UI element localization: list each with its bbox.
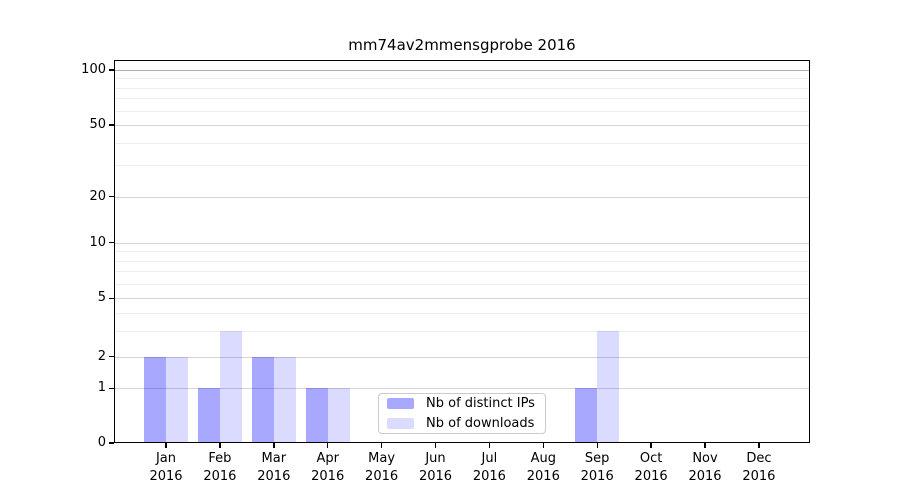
y-tick	[109, 195, 114, 198]
x-tick	[273, 443, 275, 448]
major-gridline	[114, 388, 810, 390]
legend-swatch-distinct-ips	[387, 398, 414, 409]
x-tick-label-sep: Sep 2016	[580, 451, 614, 484]
x-tick	[165, 443, 167, 448]
major-gridline	[114, 242, 810, 244]
y-tick	[109, 241, 114, 244]
minor-gridline	[114, 271, 810, 273]
y-tick	[109, 69, 114, 71]
major-gridline	[114, 70, 810, 71]
x-tick	[434, 443, 437, 448]
x-tick	[704, 443, 706, 448]
x-tick-label-mar: Mar 2016	[257, 451, 291, 484]
bar-downloads-mar	[273, 356, 296, 443]
major-gridline	[114, 196, 810, 198]
x-tick	[542, 443, 544, 448]
bar-downloads-sep	[597, 330, 620, 443]
bar-distinct-ips-apr	[305, 388, 328, 443]
x-tick-label-may: May 2016	[365, 451, 399, 484]
minor-gridline	[114, 98, 810, 100]
bar-distinct-ips-feb	[197, 388, 220, 443]
y-tick	[109, 124, 114, 126]
y-tick-label: 100	[81, 62, 106, 77]
minor-gridline	[114, 142, 810, 144]
x-tick-label-oct: Oct 2016	[634, 451, 668, 484]
x-tick-label-feb: Feb 2016	[203, 451, 237, 484]
minor-gridline	[114, 330, 810, 332]
legend-item-distinct-ips: Nb of distinct IPs	[387, 396, 545, 411]
y-tick	[109, 387, 114, 390]
legend-swatch-downloads	[387, 418, 414, 429]
minor-gridline	[114, 165, 810, 166]
minor-gridline	[114, 283, 810, 285]
plot-area	[114, 60, 810, 443]
minor-gridline	[114, 312, 810, 314]
x-tick-label-aug: Aug 2016	[526, 451, 560, 484]
legend-box: Nb of distinct IPs Nb of downloads	[378, 393, 546, 434]
minor-gridline	[114, 78, 810, 80]
x-tick-label-jul: Jul 2016	[472, 451, 506, 484]
x-tick	[380, 443, 383, 448]
y-tick-label: 5	[97, 290, 106, 306]
y-tick-label: 10	[89, 234, 106, 250]
y-tick-label: 1	[97, 380, 106, 396]
major-gridline	[114, 356, 810, 358]
legend-item-downloads: Nb of downloads	[387, 416, 545, 431]
y-tick-label: 20	[89, 188, 106, 204]
minor-gridline	[114, 110, 810, 112]
bar-distinct-ips-jan	[144, 356, 166, 443]
x-tick	[488, 443, 491, 448]
x-tick-label-jun: Jun 2016	[418, 451, 453, 484]
y-tick	[109, 442, 114, 444]
y-tick	[109, 297, 114, 300]
minor-gridline	[114, 260, 810, 262]
bar-downloads-feb	[219, 330, 242, 443]
x-tick	[650, 443, 652, 448]
legend-label-downloads: Nb of downloads	[426, 416, 535, 431]
bar-distinct-ips-mar	[251, 356, 274, 443]
bar-downloads-jan	[166, 356, 188, 443]
x-tick-label-jan: Jan 2016	[149, 451, 183, 484]
x-tick-label-apr: Apr 2016	[311, 451, 345, 484]
y-tick	[109, 355, 114, 358]
bar-distinct-ips-sep	[575, 388, 598, 443]
x-tick	[758, 443, 760, 448]
x-tick	[219, 443, 221, 448]
legend-label-distinct-ips: Nb of distinct IPs	[426, 396, 535, 411]
x-tick	[596, 443, 598, 448]
minor-gridline	[114, 251, 810, 253]
y-tick-label: 50	[89, 117, 106, 132]
major-gridline	[114, 125, 810, 126]
x-tick	[326, 443, 329, 448]
major-gridline	[114, 298, 810, 300]
x-tick-label-nov: Nov 2016	[688, 451, 722, 484]
x-tick-label-dec: Dec 2016	[742, 451, 776, 484]
chart-title: mm74av2mmensgprobe 2016	[348, 36, 576, 54]
minor-gridline	[114, 87, 810, 89]
bar-downloads-apr	[327, 388, 350, 443]
y-tick-label: 2	[97, 348, 106, 364]
y-tick-label: 0	[97, 435, 106, 450]
